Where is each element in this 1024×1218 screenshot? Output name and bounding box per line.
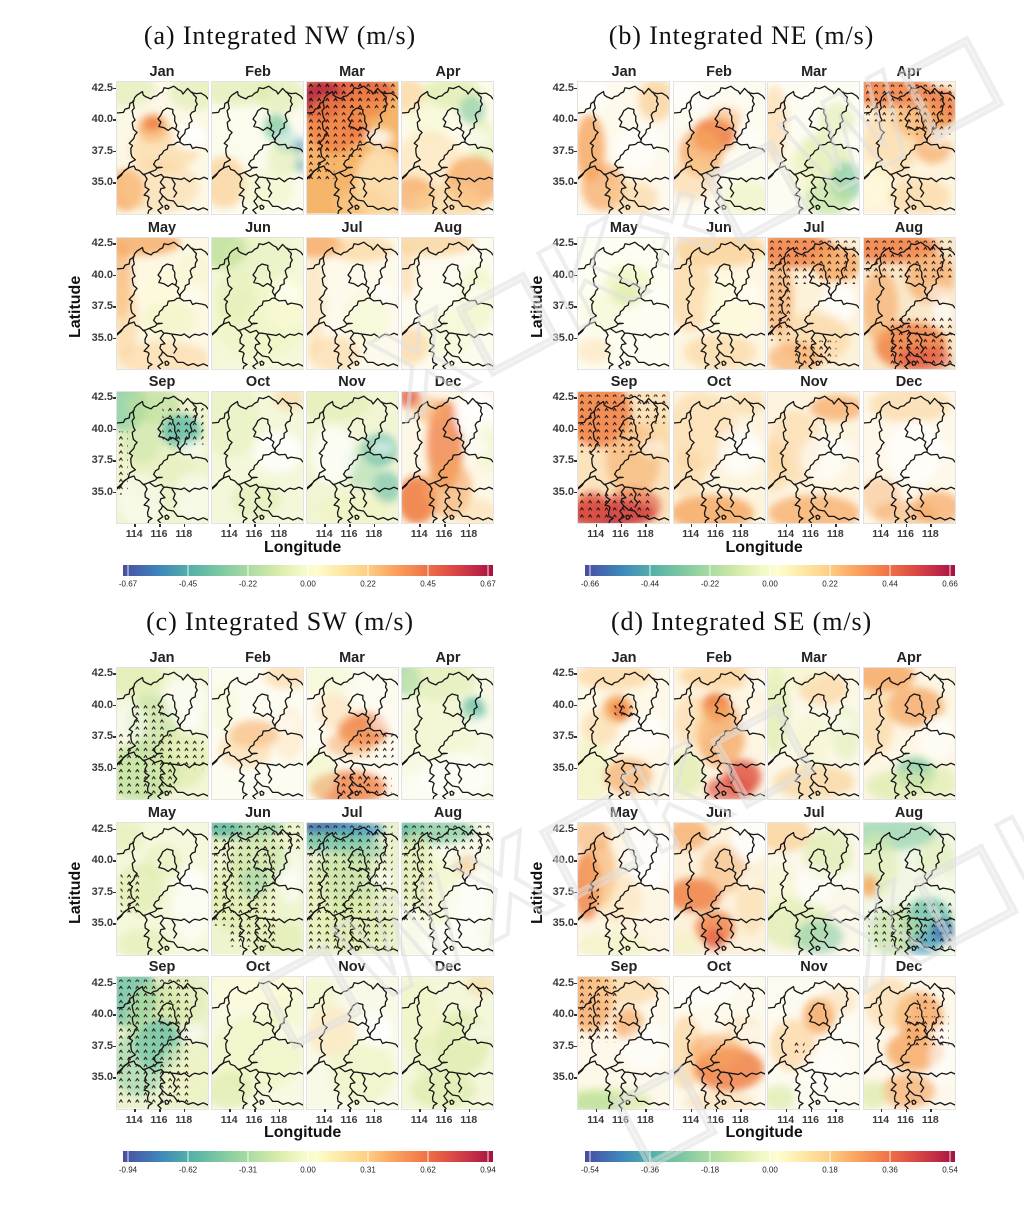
svg-text:0.00: 0.00: [762, 1165, 778, 1174]
svg-text:-0.22: -0.22: [700, 580, 719, 589]
svg-text:-0.44: -0.44: [640, 580, 659, 589]
svg-text:-0.62: -0.62: [179, 1165, 198, 1174]
svg-text:0.62: 0.62: [420, 1165, 436, 1174]
svg-text:-0.18: -0.18: [700, 1165, 719, 1174]
svg-text:0.45: 0.45: [420, 580, 436, 589]
svg-text:-0.54: -0.54: [580, 1165, 599, 1174]
svg-text:0.36: 0.36: [882, 1165, 898, 1174]
svg-text:0.94: 0.94: [480, 1165, 496, 1174]
svg-text:0.22: 0.22: [360, 580, 376, 589]
svg-text:-0.31: -0.31: [239, 1165, 258, 1174]
svg-text:-0.22: -0.22: [239, 580, 258, 589]
svg-text:0.31: 0.31: [360, 1165, 376, 1174]
svg-text:-0.66: -0.66: [580, 580, 599, 589]
svg-text:0.54: 0.54: [942, 1165, 958, 1174]
svg-text:-0.45: -0.45: [179, 580, 198, 589]
svg-text:0.18: 0.18: [822, 1165, 838, 1174]
svg-text:0.00: 0.00: [300, 580, 316, 589]
svg-text:0.22: 0.22: [822, 580, 838, 589]
svg-text:0.00: 0.00: [300, 1165, 316, 1174]
svg-text:0.00: 0.00: [762, 580, 778, 589]
svg-text:0.67: 0.67: [480, 580, 496, 589]
svg-text:-0.36: -0.36: [640, 1165, 659, 1174]
svg-text:0.44: 0.44: [882, 580, 898, 589]
svg-text:-0.67: -0.67: [119, 580, 138, 589]
svg-text:-0.94: -0.94: [119, 1165, 138, 1174]
svg-text:0.66: 0.66: [942, 580, 958, 589]
